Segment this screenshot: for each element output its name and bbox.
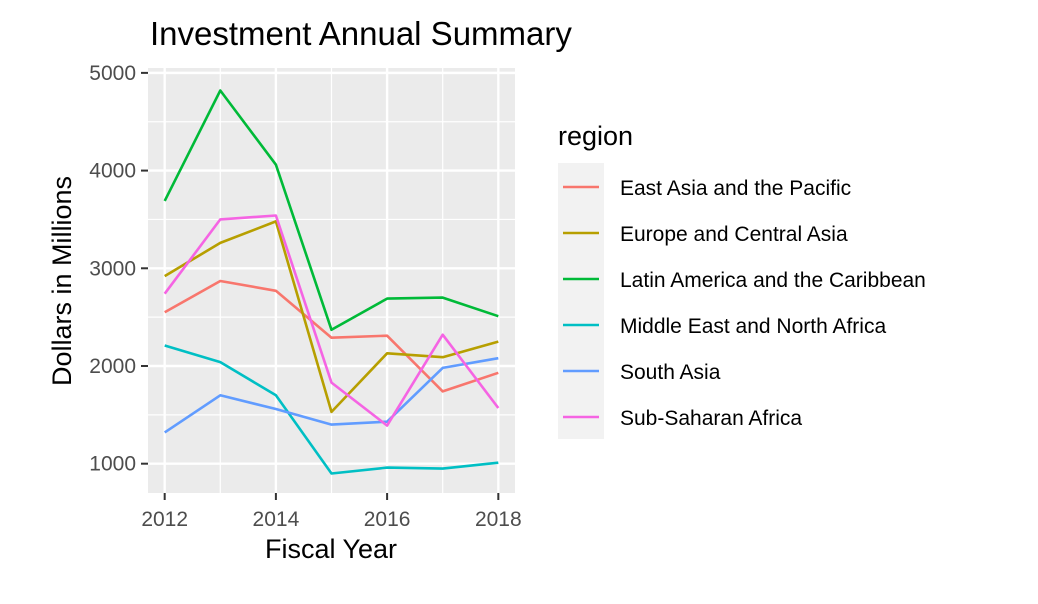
y-axis-title: Dollars in Millions [47, 176, 77, 386]
legend-label-3: Middle East and North Africa [620, 315, 886, 338]
x-axis-title: Fiscal Year [265, 534, 397, 564]
legend-label-0: East Asia and the Pacific [620, 177, 851, 200]
x-axis: 2012 2014 2016 2018 [141, 493, 522, 531]
series-line-5 [163, 214, 500, 427]
y-tick-label: 4000 [89, 160, 136, 183]
x-tick-label: 2018 [475, 508, 522, 531]
series-line-3 [164, 344, 499, 475]
y-tick-label: 1000 [89, 453, 136, 476]
series-line-4 [163, 356, 499, 434]
y-tick-label: 3000 [89, 257, 136, 280]
x-tick-label: 2012 [141, 508, 188, 531]
x-tick-label: 2014 [253, 508, 300, 531]
series-line-0 [164, 279, 499, 393]
x-tick-label: 2016 [364, 508, 411, 531]
y-axis: 1000 2000 3000 4000 5000 [89, 62, 148, 476]
series-line-1 [164, 220, 499, 414]
legend: region East Asia and the Pacific Europe a… [558, 121, 926, 439]
series-lines [163, 89, 500, 475]
legend-label-5: Sub-Saharan Africa [620, 407, 802, 430]
y-tick-label: 5000 [89, 62, 136, 85]
chart-title: Investment Annual Summary [150, 15, 572, 52]
legend-key-background [558, 163, 604, 439]
legend-label-1: Europe and Central Asia [620, 223, 848, 246]
legend-label-2: Latin America and the Caribbean [620, 269, 926, 292]
legend-title: region [558, 121, 633, 151]
y-tick-label: 2000 [89, 355, 136, 378]
series-line-2 [163, 89, 499, 332]
legend-label-4: South Asia [620, 361, 721, 384]
